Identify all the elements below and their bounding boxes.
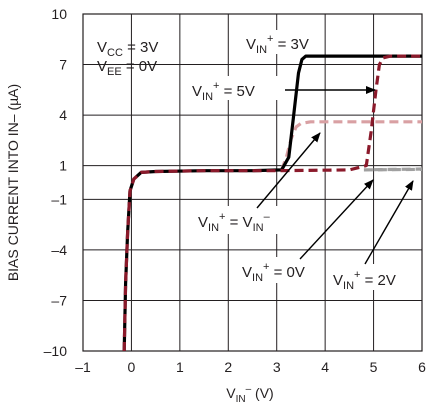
series-line-1 [122, 54, 422, 352]
annotation-arrow [364, 180, 414, 265]
y-tick-label: 10 [51, 6, 67, 22]
y-tick-label: 1 [59, 158, 67, 174]
series-line-0 [122, 54, 422, 352]
annotation-background [239, 30, 321, 54]
x-tick-label: 5 [370, 359, 378, 375]
annotation-arrow [299, 179, 374, 260]
grid [82, 13, 423, 352]
y-axis-label: BIAS CURRENT INTO IN– (µA) [5, 84, 21, 281]
y-tick-label: 4 [59, 107, 67, 123]
x-tick-label: 4 [321, 359, 329, 375]
annotation-arrow [256, 132, 321, 209]
series-lines [122, 54, 423, 352]
annotation-background [195, 206, 311, 234]
annotation-background [240, 257, 324, 283]
y-tick-label: –7 [51, 292, 67, 308]
annotation-vin-5v: VIN+ = 5V [192, 80, 255, 103]
annotation-vin-eq: VIN+ = VIN– [198, 211, 271, 234]
x-tick-label: 0 [128, 359, 136, 375]
condition-vee: VEE = 0V [97, 58, 157, 78]
x-tick-label: –1 [75, 359, 91, 375]
series-line-2 [280, 120, 422, 171]
y-tick-label: –10 [44, 343, 68, 359]
y-tick-label: –1 [51, 191, 67, 207]
annotation-background [331, 264, 413, 290]
x-tick-label: 6 [418, 359, 426, 375]
plot-frame [82, 13, 423, 352]
axis-labels: VIN– (V) BIAS CURRENT INTO IN– (µA) [5, 84, 274, 405]
annotation-vin-2v: VIN+ = 2V [333, 269, 396, 292]
series-line-4 [373, 167, 423, 172]
x-tick-label: 1 [176, 359, 184, 375]
x-axis-label: VIN– (V) [226, 384, 273, 405]
x-tick-label: 2 [224, 359, 232, 375]
annotation-background [189, 76, 281, 100]
annotation-vin-3v: VIN+ = 3V [246, 33, 309, 56]
condition-vcc: VCC = 3V [97, 39, 158, 59]
x-tick-label: 3 [273, 359, 281, 375]
annotation-vin-0v: VIN+ = 0V [242, 261, 305, 284]
y-tick-label: 7 [59, 57, 67, 73]
y-tick-label: –4 [51, 242, 67, 258]
